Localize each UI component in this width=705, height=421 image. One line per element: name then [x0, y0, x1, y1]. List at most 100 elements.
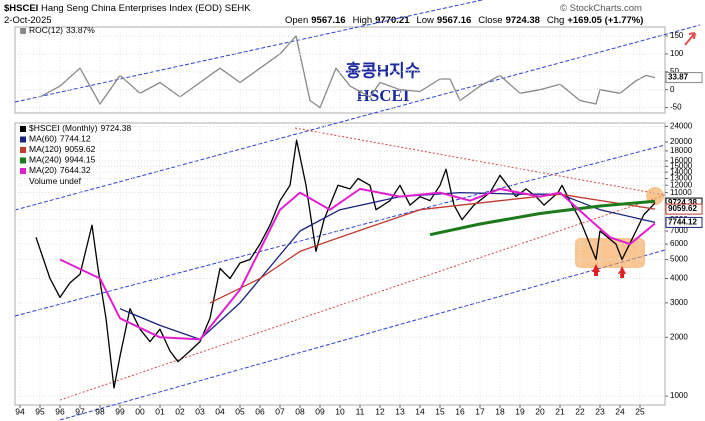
legend-name: $HSCEI (Monthly)	[29, 123, 98, 133]
x-tick-label: 22	[575, 406, 585, 416]
x-tick-label: 95	[35, 406, 45, 416]
x-tick-label: 19	[515, 406, 525, 416]
arrow-up	[684, 32, 696, 46]
legend-entry: ROC(12)33.87%	[29, 25, 95, 35]
legend-note: Volume undef	[29, 176, 82, 186]
x-tick-label: 02	[175, 406, 185, 416]
x-tick-label: 04	[215, 406, 225, 416]
x-tick-label: 15	[435, 406, 445, 416]
legend-value: 7644.32	[60, 165, 91, 175]
ohlc-value: +169.05 (+1.77%)	[567, 15, 644, 26]
x-tick-label: 97	[75, 406, 85, 416]
value-box	[665, 216, 703, 228]
x-tick-label: 20	[535, 406, 545, 416]
x-tick-label: 21	[555, 406, 565, 416]
y-tick-label: 14000	[670, 167, 693, 176]
x-tick-label: 08	[295, 406, 305, 416]
x-tick-label: 09	[315, 406, 325, 416]
legend-name: MA(60)	[29, 134, 57, 144]
y-tick-label: 13000	[670, 174, 693, 183]
annotation-en: HSCEI	[357, 86, 410, 105]
header-title: $HSCEI Hang Seng China Enterprises Index…	[4, 3, 251, 14]
y-tick-label: 20000	[670, 137, 693, 146]
legend-entry: MA(20) 7644.32	[29, 165, 91, 175]
ohlc-value: 9567.16	[436, 15, 472, 26]
x-tick-label: 18	[495, 406, 505, 416]
value-box	[665, 72, 703, 84]
legend-name: MA(240)	[29, 155, 62, 165]
ohlc-label: Low	[416, 15, 434, 26]
series-line	[59, 187, 656, 341]
x-tick-label: 23	[595, 406, 605, 416]
y-tick-label: 50	[670, 67, 679, 76]
ohlc-label: Close	[478, 15, 503, 26]
annotation-ko: 홍콩H지수	[346, 60, 421, 80]
symbol: $HSCEI	[4, 3, 39, 14]
x-tick-label: 14	[415, 406, 425, 416]
legend-value: 33.87%	[66, 25, 95, 35]
x-tick-label: 03	[195, 406, 205, 416]
series-line	[429, 199, 656, 237]
x-tick-label: 99	[115, 406, 125, 416]
index-name: Hang Seng China Enterprises Index (EOD)	[40, 3, 223, 14]
value-box-label: 9059.62	[668, 204, 697, 213]
x-tick-label: 98	[95, 406, 105, 416]
legend-value: 9944.15	[65, 155, 96, 165]
y-tick-label: 24000	[670, 122, 693, 131]
x-tick-label: 07	[275, 406, 285, 416]
date: 2-Oct-2025	[4, 15, 52, 26]
y-tick-label: -50	[670, 103, 682, 112]
legend-swatch	[20, 126, 26, 132]
ohlc-label: Chg	[546, 15, 565, 26]
y-tick-label: 18000	[670, 146, 693, 155]
y-tick-label: 1000	[670, 391, 688, 400]
legend-name: ROC(12)	[29, 25, 63, 35]
y-tick-label: 150	[670, 31, 684, 40]
x-tick-label: 16	[455, 406, 465, 416]
value-box	[665, 203, 703, 215]
highlight-box	[575, 238, 645, 268]
arrows	[592, 264, 626, 278]
legend-entry: MA(60) 7744.12	[29, 134, 91, 144]
x-tick-label: 05	[235, 406, 245, 416]
y-tick-label: 15000	[670, 161, 693, 170]
y-tick-label: 3000	[670, 298, 688, 307]
legend-value: 9724.38	[101, 123, 132, 133]
x-tick-label: 13	[395, 406, 405, 416]
x-tick-label: 96	[55, 406, 65, 416]
legend-swatch	[20, 157, 26, 164]
series-line	[35, 139, 656, 389]
ohlc: Open 9567.16 High 9770.21 Low 9567.16 Close 972…	[285, 15, 650, 26]
y-tick-label: 0	[670, 85, 675, 94]
x-tick-label: 06	[255, 406, 265, 416]
copyright: © StockCharts.com	[560, 3, 642, 14]
x-tick-label: 17	[475, 406, 485, 416]
series-line	[119, 191, 656, 341]
ohlc-value: 9567.16	[311, 15, 346, 26]
legend-value: 9059.62	[65, 144, 96, 154]
legend-entry: $HSCEI (Monthly) 9724.38	[29, 123, 131, 133]
legend-swatch	[20, 28, 26, 34]
x-tick-label: 94	[15, 406, 25, 416]
ohlc-label: High	[352, 15, 373, 26]
y-tick-label: 6000	[670, 239, 688, 248]
ohlc-value: 9724.38	[505, 15, 540, 26]
legend-swatch	[20, 136, 26, 143]
x-tick-label: 12	[375, 406, 385, 416]
x-tick-label: 11	[356, 406, 365, 416]
x-tick-label: 25	[635, 406, 645, 416]
y-tick-label: 5000	[670, 255, 688, 264]
legend-name: MA(20)	[29, 165, 57, 175]
legend-entry: MA(240) 9944.15	[29, 155, 96, 165]
legend-swatch	[20, 168, 26, 174]
legend-entry: MA(120) 9059.62	[29, 144, 96, 154]
legend-value: 7744.12	[60, 134, 91, 144]
legend-swatch	[20, 147, 26, 153]
value-box-label: 7744.12	[668, 218, 697, 227]
y-tick-label: 2000	[670, 332, 688, 341]
series-line	[39, 35, 656, 109]
y-tick-label: 100	[670, 49, 684, 58]
y-tick-label: 16000	[670, 156, 693, 165]
